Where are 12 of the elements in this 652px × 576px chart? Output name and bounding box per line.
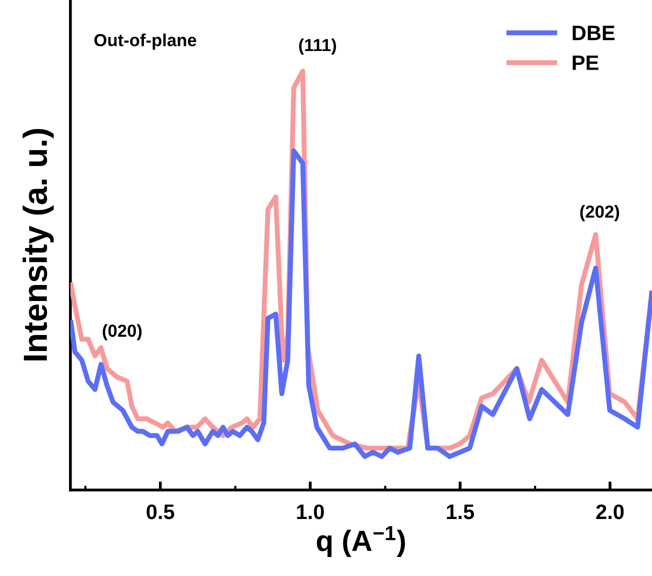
y-axis-title: Intensity (a. u.) bbox=[22, 129, 54, 360]
annotation: (020) bbox=[102, 324, 142, 340]
x-axis-title: q (A$^{−1}$) bbox=[316, 526, 405, 557]
legend-label: PE bbox=[572, 56, 598, 70]
text: Out-of-plane bbox=[94, 34, 196, 50]
x-tick-label: 1.0 bbox=[297, 504, 324, 520]
x-tick-label: 0.5 bbox=[146, 504, 174, 520]
text: (111) bbox=[299, 38, 336, 55]
x-tick-label: 1.5 bbox=[446, 504, 474, 520]
annotation: (202) bbox=[580, 205, 620, 222]
x-tick-label: 2.0 bbox=[596, 504, 624, 520]
legend-label: DBE bbox=[572, 26, 615, 40]
